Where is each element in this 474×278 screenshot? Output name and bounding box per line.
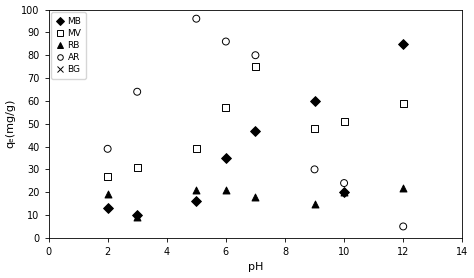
Point: [252, 64, 259, 69]
Point: [252, 156, 259, 160]
Point: [400, 101, 407, 105]
Point: [252, 128, 259, 133]
Point: [311, 99, 319, 103]
Point: [222, 62, 229, 66]
Y-axis label: qₑ(mg/g): qₑ(mg/g): [6, 99, 16, 148]
Point: [192, 16, 200, 21]
Point: [133, 165, 141, 169]
Point: [133, 215, 141, 220]
Point: [400, 42, 407, 46]
Point: [192, 21, 200, 26]
Point: [340, 119, 348, 124]
Point: [340, 181, 348, 185]
Point: [311, 201, 319, 206]
Point: [400, 185, 407, 190]
Point: [192, 147, 200, 151]
Point: [340, 190, 348, 194]
Point: [311, 199, 319, 203]
Point: [311, 167, 319, 172]
Point: [104, 192, 111, 197]
Point: [311, 126, 319, 130]
Point: [222, 156, 229, 160]
Point: [400, 224, 407, 229]
Point: [340, 190, 348, 194]
Point: [192, 188, 200, 192]
Point: [104, 174, 111, 178]
X-axis label: pH: pH: [248, 262, 263, 272]
Point: [400, 185, 407, 190]
Point: [222, 106, 229, 110]
Point: [222, 188, 229, 192]
Point: [104, 147, 111, 151]
Point: [104, 101, 111, 105]
Point: [192, 199, 200, 203]
Point: [222, 39, 229, 44]
Point: [133, 213, 141, 217]
Point: [252, 53, 259, 58]
Point: [133, 90, 141, 94]
Legend: MB, MV, RB, AR, BG: MB, MV, RB, AR, BG: [51, 12, 86, 79]
Point: [133, 74, 141, 78]
Point: [252, 195, 259, 199]
Point: [340, 192, 348, 197]
Point: [104, 206, 111, 210]
